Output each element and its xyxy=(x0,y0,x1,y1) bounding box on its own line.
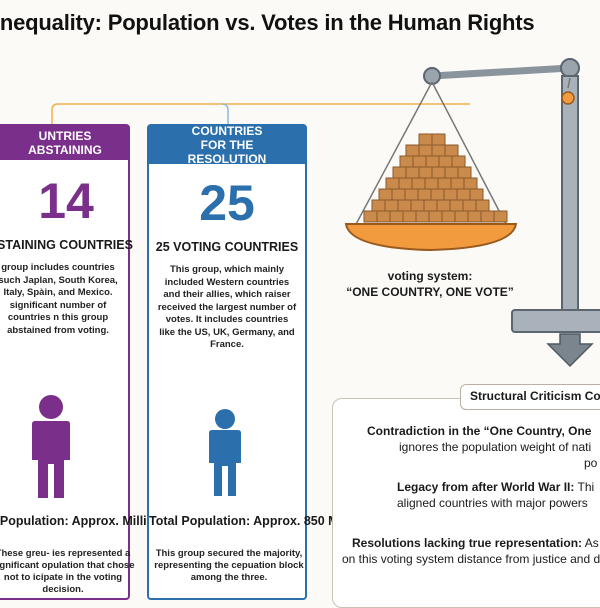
person-icon xyxy=(209,409,241,496)
balance-scale-icon xyxy=(344,58,600,368)
abstaining-count: 14 xyxy=(38,173,94,229)
criticism-item-text: As xyxy=(584,536,599,550)
abstaining-description: group includes countries such Japlan, So… xyxy=(0,262,118,336)
criticism-item-text: aligned countries with major powers xyxy=(397,496,588,510)
bracket-connector xyxy=(51,103,470,124)
criticism-item-title: Resolutions lacking true representation: xyxy=(352,536,583,550)
for-resolution-total-description: This group secured the majority, represe… xyxy=(154,548,304,583)
criticism-item: Legacy from after World War II: Thi xyxy=(397,480,594,495)
page-title: Inequality: Population vs. Votes in the … xyxy=(0,10,535,35)
voting-system-title: voting system: xyxy=(387,269,473,283)
for-resolution-count: 25 xyxy=(199,175,255,231)
abstaining-total-description: These greu- ies represented a significan… xyxy=(0,548,135,595)
criticism-item-title: Legacy from after World War II: xyxy=(397,480,575,494)
criticism-item-text: on this voting system distance from just… xyxy=(342,552,600,566)
voting-system-value: “ONE COUNTRY, ONE VOTE” xyxy=(346,285,514,299)
for-resolution-header: COUNTRIES FOR THE RESOLUTION xyxy=(149,124,305,166)
for-resolution-total-population: Total Population: Approx. 850 Million pe… xyxy=(149,514,415,528)
abstaining-card: UNTRIES ABSTAINING 14 BSTAINING COUNTRIE… xyxy=(0,124,209,600)
criticism-item: Contradiction in the “One Country, One xyxy=(367,424,591,439)
abstaining-header: UNTRIES ABSTAINING xyxy=(0,126,128,160)
criticism-item-text: po xyxy=(584,456,598,470)
for-resolution-card: COUNTRIES FOR THE RESOLUTION 25 25 VOTIN… xyxy=(147,124,415,600)
criticism-item-text: Thi xyxy=(577,480,595,494)
criticism-item-title: Contradiction in the “One Country, One xyxy=(367,424,592,438)
abstaining-total-population: al Population: Approx. Million people. xyxy=(0,514,210,528)
for-resolution-description: This group, which mainly included Wester… xyxy=(157,264,297,350)
criticism-item-text: ignores the population weight of nati xyxy=(399,440,592,454)
criticism-tab: Structural Criticism Co xyxy=(460,384,600,410)
for-resolution-subhead: 25 VOTING COUNTRIES xyxy=(155,240,299,254)
abstaining-subhead: BSTAINING COUNTRIES xyxy=(0,238,133,252)
person-icon xyxy=(32,395,70,498)
criticism-item: Resolutions lacking true representation:… xyxy=(352,536,599,551)
voting-system-label: voting system: “ONE COUNTRY, ONE VOTE” xyxy=(330,268,530,300)
